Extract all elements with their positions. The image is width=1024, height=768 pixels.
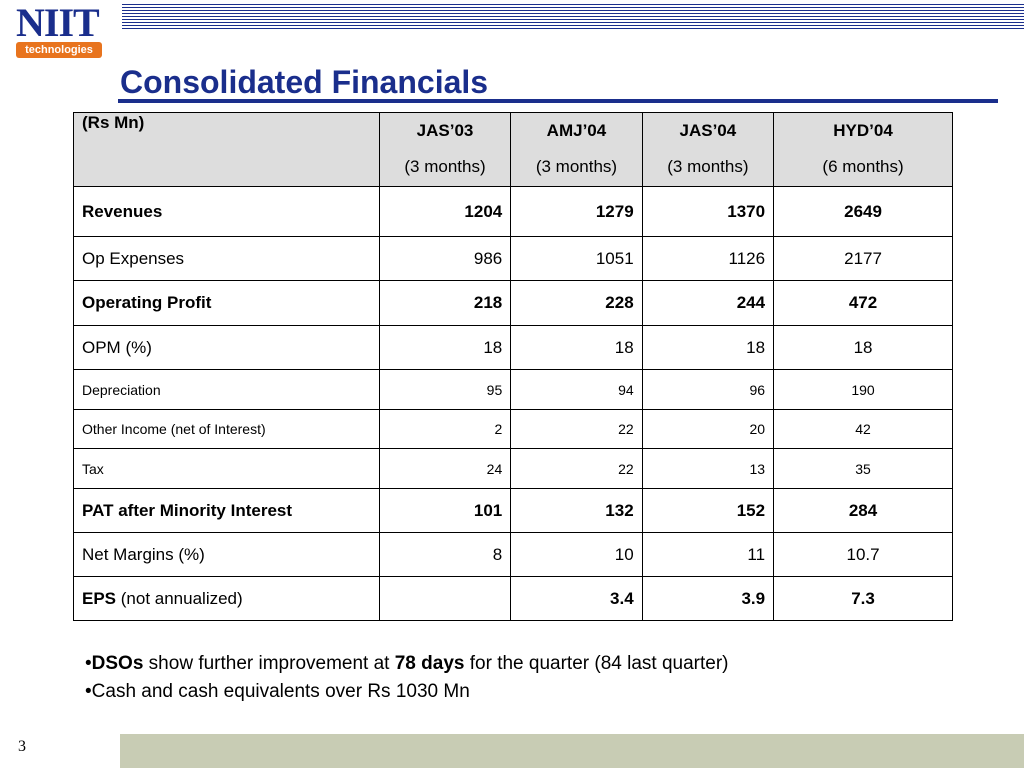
cell-value: 2177	[773, 236, 953, 281]
cell-value: 13	[641, 448, 775, 489]
table-header-row: (Rs Mn) JAS’03 (3 months) AMJ’04 (3 months…	[73, 112, 953, 187]
column-header: AMJ’04 (3 months)	[510, 112, 643, 187]
cell-value: 94	[510, 369, 643, 410]
cell-value: 1279	[510, 186, 643, 237]
note-dso: •DSOs show further improvement at 78 day…	[85, 650, 728, 678]
cell-value: 1370	[641, 186, 775, 237]
cell-value: 152	[641, 488, 775, 533]
cell-value: 284	[773, 488, 953, 533]
column-header: JAS’04 (3 months)	[641, 112, 775, 187]
row-label: Op Expenses	[73, 236, 380, 281]
cell-value: 986	[378, 236, 512, 281]
cell-value: 10.7	[773, 532, 953, 577]
logo-brand: NIIT	[16, 0, 100, 45]
table-row: Tax 24 22 13 35	[73, 448, 953, 489]
cell-value: 190	[773, 369, 953, 410]
table-row: Other Income (net of Interest) 2 22 20 4…	[73, 409, 953, 449]
bullet-marker: •	[85, 653, 92, 674]
column-header: JAS’03 (3 months)	[378, 112, 512, 187]
cell-value: 1126	[641, 236, 775, 281]
column-period: HYD’04	[833, 121, 893, 140]
cell-value: 11	[641, 532, 775, 577]
row-label: EPS (not annualized)	[73, 576, 380, 621]
cell-value: 472	[773, 280, 953, 326]
cell-value: 1051	[510, 236, 643, 281]
page-number: 3	[18, 738, 26, 755]
column-period: AMJ’04	[546, 121, 607, 140]
note-dso-tail: for the quarter (84 last quarter)	[464, 653, 729, 674]
notes-list: •DSOs show further improvement at 78 day…	[85, 650, 728, 706]
table-row: Revenues 1204 1279 1370 2649	[73, 186, 953, 237]
row-label: Operating Profit	[73, 280, 380, 326]
table-row: Op Expenses 986 1051 1126 2177	[73, 236, 953, 281]
table-row: Operating Profit 218 228 244 472	[73, 280, 953, 326]
cell-value: 42	[773, 409, 953, 449]
title-underline	[118, 99, 998, 103]
eps-label-note: (not annualized)	[116, 588, 243, 608]
cell-value: 7.3	[773, 576, 953, 621]
table-row: EPS (not annualized) 3.4 3.9 7.3	[73, 576, 953, 621]
row-label: Net Margins (%)	[73, 532, 380, 577]
note-cash-text: Cash and cash equivalents over Rs 1030 M…	[91, 681, 470, 702]
column-duration: (3 months)	[535, 157, 618, 176]
cell-value: 20	[641, 409, 775, 449]
cell-value: 244	[641, 280, 775, 326]
cell-value: 96	[641, 369, 775, 410]
cell-value: 2649	[773, 186, 953, 237]
cell-value: 218	[378, 280, 512, 326]
table-row: PAT after Minority Interest 101 132 152 …	[73, 488, 953, 533]
column-period: JAS’04	[679, 121, 737, 140]
note-dso-term: DSOs	[91, 653, 144, 674]
row-label: Revenues	[73, 186, 380, 237]
table-row: Depreciation 95 94 96 190	[73, 369, 953, 410]
cell-value: 18	[641, 325, 775, 370]
cell-value: 18	[510, 325, 643, 370]
row-label: Depreciation	[73, 369, 380, 410]
note-dso-days: 78 days	[394, 653, 465, 674]
column-period: JAS’03	[416, 121, 474, 140]
footer-bar	[120, 734, 1024, 768]
row-label: OPM (%)	[73, 325, 380, 370]
eps-label: EPS	[82, 588, 117, 608]
header-stripes	[122, 4, 1024, 30]
row-label: PAT after Minority Interest	[73, 488, 380, 533]
cell-value: 2	[378, 409, 512, 449]
note-cash: •Cash and cash equivalents over Rs 1030 …	[85, 678, 728, 706]
column-duration: (3 months)	[667, 157, 749, 176]
column-header: HYD’04 (6 months)	[773, 112, 953, 187]
cell-value: 132	[510, 488, 643, 533]
bullet-marker: •	[85, 681, 92, 702]
cell-value: 10	[510, 532, 643, 577]
table-row: OPM (%) 18 18 18 18	[73, 325, 953, 370]
cell-value: 18	[773, 325, 953, 370]
slide-title: Consolidated Financials	[120, 64, 489, 100]
row-label: Tax	[73, 448, 380, 489]
cell-value: 18	[378, 325, 512, 370]
cell-value: 95	[378, 369, 512, 410]
cell-value	[378, 576, 512, 621]
company-logo: NIIT technologies	[14, 0, 106, 58]
unit-label: (Rs Mn)	[73, 112, 380, 187]
cell-value: 24	[378, 448, 512, 489]
financials-table: (Rs Mn) JAS’03 (3 months) AMJ’04 (3 months…	[73, 112, 953, 621]
cell-value: 22	[510, 409, 643, 449]
row-label: Other Income (net of Interest)	[73, 409, 380, 449]
cell-value: 3.4	[510, 576, 643, 621]
note-dso-text: show further improvement at	[143, 653, 395, 674]
cell-value: 228	[510, 280, 643, 326]
column-duration: (3 months)	[404, 157, 486, 176]
cell-value: 101	[378, 488, 512, 533]
table-row: Net Margins (%) 8 10 11 10.7	[73, 532, 953, 577]
cell-value: 1204	[378, 186, 512, 237]
cell-value: 8	[378, 532, 512, 577]
column-duration: (6 months)	[822, 157, 904, 176]
cell-value: 22	[510, 448, 643, 489]
cell-value: 35	[773, 448, 953, 489]
cell-value: 3.9	[641, 576, 775, 621]
logo-tagline: technologies	[16, 42, 102, 58]
